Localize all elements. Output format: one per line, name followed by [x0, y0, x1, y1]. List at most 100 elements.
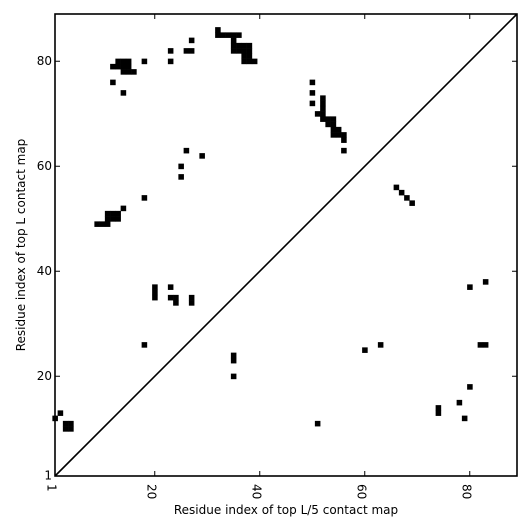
x-tick-label: 20 — [144, 484, 158, 499]
contact-cell — [62, 426, 69, 432]
plot-frame — [54, 13, 518, 477]
contact-cell — [456, 399, 463, 406]
contact-cell — [215, 32, 221, 38]
contact-cell — [104, 210, 111, 217]
contact-cell — [362, 347, 368, 353]
contact-cell — [236, 48, 242, 54]
contact-cell — [341, 147, 347, 154]
contact-cell — [62, 420, 69, 427]
contact-cell — [467, 284, 473, 290]
contact-cell — [309, 90, 316, 96]
contact-cell — [152, 289, 158, 296]
contact-cell — [178, 174, 184, 180]
contact-cell — [68, 426, 74, 432]
contact-cell — [104, 221, 111, 227]
contact-cell — [230, 37, 237, 44]
contact-cell — [377, 342, 384, 348]
contact-cell — [167, 58, 174, 65]
contact-cell — [314, 420, 321, 427]
contact-cell — [320, 111, 326, 117]
x-tick-label: 80 — [459, 484, 473, 499]
contact-cell — [241, 58, 247, 65]
x-tick-label: 60 — [354, 484, 368, 499]
contact-cell — [173, 294, 179, 301]
contact-cell — [120, 90, 127, 96]
contact-cell — [152, 294, 158, 301]
y-tick-label: 40 — [37, 264, 52, 278]
contact-cell — [199, 153, 205, 159]
contact-cell — [188, 37, 195, 44]
contact-cell — [167, 284, 174, 290]
contact-cell — [398, 189, 405, 196]
contact-cell — [94, 221, 100, 227]
contact-cell — [409, 200, 415, 206]
contact-cell — [236, 42, 242, 49]
contact-cell — [120, 63, 127, 70]
contact-cell — [325, 116, 331, 122]
contact-cell — [241, 48, 247, 54]
contact-cell — [330, 126, 337, 133]
contact-cell — [120, 205, 127, 212]
diagonal-line — [54, 13, 518, 477]
contact-cell — [435, 405, 442, 411]
contact-cell — [110, 79, 116, 86]
contact-cell — [110, 216, 116, 222]
contact-cell — [230, 48, 237, 54]
contact-cell — [68, 420, 74, 427]
contact-cell — [309, 100, 316, 107]
contact-cell — [110, 210, 116, 217]
contact-cell — [120, 69, 127, 75]
contact-cell — [330, 121, 337, 128]
contact-cell — [341, 137, 347, 143]
contact-cell — [246, 42, 253, 49]
contact-cell — [482, 279, 489, 285]
contact-cell — [246, 48, 253, 54]
contact-cell — [320, 105, 326, 112]
contact-cell — [183, 147, 190, 154]
contact-cell — [167, 48, 174, 54]
contact-cell — [230, 357, 237, 364]
contact-cell — [230, 373, 237, 380]
contact-cell — [335, 132, 342, 138]
contact-cell — [330, 132, 337, 138]
contact-cell — [404, 195, 410, 201]
contact-cell — [325, 121, 331, 128]
x-axis-label: Residue index of top L/5 contact map — [174, 503, 398, 517]
contact-cell — [131, 69, 137, 75]
y-axis-ticks: 1 20 40 60 80 — [37, 54, 517, 483]
contact-cell — [125, 58, 132, 65]
x-axis-ticks: 1 20 40 60 80 — [45, 14, 473, 499]
contact-cell — [341, 132, 347, 138]
contact-cell — [225, 32, 232, 38]
contact-cell — [320, 100, 326, 107]
contact-cells — [52, 27, 489, 432]
contact-cell — [241, 42, 247, 49]
contact-cell — [241, 53, 247, 59]
contact-cell — [330, 116, 337, 122]
contact-cell — [482, 342, 489, 348]
contact-cell — [461, 415, 468, 422]
contact-cell — [320, 95, 326, 101]
contact-cell — [110, 63, 116, 70]
contact-cell — [115, 58, 121, 65]
contact-cell — [246, 53, 253, 59]
contact-cell — [236, 32, 242, 38]
contact-cell — [120, 58, 127, 65]
contact-cell — [335, 126, 342, 133]
contact-cell — [251, 58, 258, 65]
contact-cell — [125, 63, 132, 70]
contact-cell — [230, 352, 237, 359]
contact-cell — [178, 163, 184, 170]
contact-cell — [220, 32, 226, 38]
contact-cell — [188, 48, 195, 54]
y-tick-label: 80 — [37, 54, 52, 68]
contact-cell — [467, 384, 473, 390]
y-tick-label: 1 — [44, 469, 52, 483]
contact-cell — [141, 58, 148, 65]
contact-cell — [246, 58, 253, 65]
contact-cell — [435, 410, 442, 416]
contact-cell — [230, 42, 237, 49]
contact-cell — [477, 342, 484, 348]
contact-cell — [104, 216, 111, 222]
